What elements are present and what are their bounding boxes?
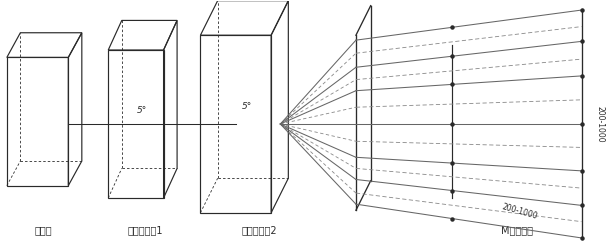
Text: 200-1000: 200-1000: [501, 202, 539, 221]
Text: 5°: 5°: [137, 106, 147, 115]
Text: M校正平面: M校正平面: [501, 225, 533, 235]
Text: 激光器: 激光器: [35, 225, 52, 235]
Text: 5°: 5°: [241, 102, 252, 111]
Text: 声光偏转器2: 声光偏转器2: [241, 225, 277, 235]
Text: 声光偏转器1: 声光偏转器1: [128, 225, 163, 235]
Text: 200-1000: 200-1000: [596, 106, 604, 142]
